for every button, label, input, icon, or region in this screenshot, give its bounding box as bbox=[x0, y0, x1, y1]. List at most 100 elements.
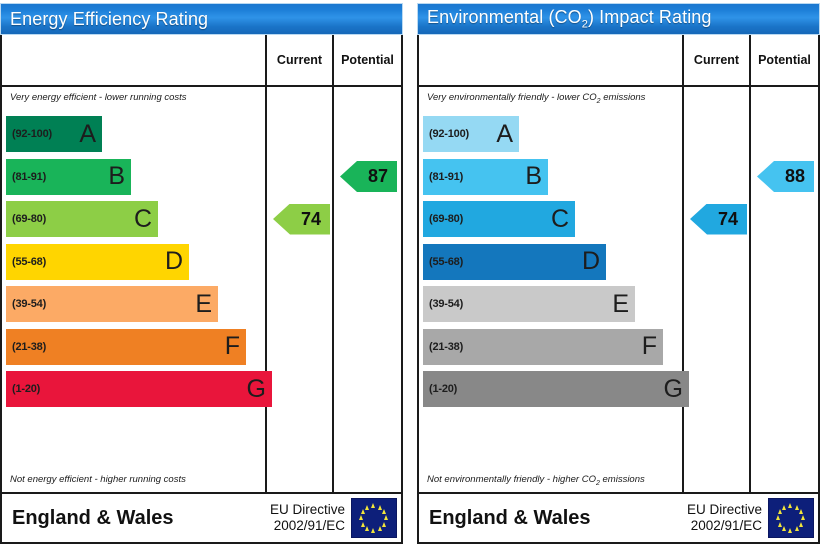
environmental-top-note-pre: Very environmentally friendly - lower CO bbox=[427, 92, 597, 103]
energy-current-rating-arrow: 74 bbox=[273, 203, 330, 235]
band-letter-f: F bbox=[224, 332, 240, 360]
energy-chart-title: Energy Efficiency Rating bbox=[10, 8, 209, 29]
environmental-bottom-note-post: emissions bbox=[599, 474, 645, 485]
energy-directive-line1: EU Directive bbox=[269, 502, 345, 518]
band-c: (69-80) C bbox=[6, 201, 158, 237]
band-letter-a: A bbox=[496, 119, 513, 148]
eu-star-icon bbox=[382, 509, 387, 515]
environmental-chart-body-row: Very environmentally friendly - lower CO… bbox=[419, 87, 818, 492]
environmental-bottom-note-pre: Not environmentally friendly - higher CO bbox=[427, 474, 596, 485]
environmental-current-column: 74 bbox=[684, 87, 751, 492]
eu-star-icon bbox=[360, 521, 365, 527]
eu-star-icon bbox=[794, 504, 799, 510]
band-d: (55-68) D bbox=[423, 243, 606, 280]
eu-star-icon bbox=[382, 521, 387, 527]
energy-chart-body-row: Very energy efficient - lower running co… bbox=[2, 87, 401, 492]
eu-star-icon bbox=[360, 509, 365, 515]
energy-potential-column: 87 bbox=[334, 87, 401, 492]
environmental-top-note-post: emissions bbox=[600, 92, 646, 103]
band-c: (69-80) C bbox=[423, 201, 575, 237]
eu-star-icon bbox=[371, 527, 376, 533]
band-f: (21-38) F bbox=[6, 328, 246, 365]
eu-star-icon bbox=[782, 504, 787, 510]
band-letter-d: D bbox=[164, 247, 183, 275]
energy-efficiency-chart: Energy Efficiency Rating Current Potenti… bbox=[0, 3, 403, 546]
band-letter-b: B bbox=[108, 162, 125, 190]
environmental-bottom-note: Not environmentally friendly - higher CO… bbox=[419, 471, 682, 492]
band-letter-c: C bbox=[133, 204, 152, 233]
environmental-chart-title: Environmental (CO2) Impact Rating bbox=[427, 7, 712, 31]
eu-star-icon bbox=[377, 504, 382, 510]
band-range-c: (69-80) bbox=[12, 213, 47, 225]
environmental-current-column-header: Current bbox=[684, 35, 751, 85]
energy-current-column: 74 bbox=[267, 87, 334, 492]
band-letter-d: D bbox=[581, 247, 600, 275]
band-e: (39-54) E bbox=[423, 286, 635, 322]
energy-footer-region: England & Wales bbox=[12, 506, 174, 529]
band-a: (92-100) A bbox=[423, 116, 519, 152]
energy-bands-column: Very energy efficient - lower running co… bbox=[2, 87, 272, 492]
environmental-potential-rating-arrow: 88 bbox=[757, 161, 814, 192]
environmental-title-sub: 2 bbox=[581, 18, 588, 31]
energy-directive-line2: 2002/91/EC bbox=[273, 518, 345, 533]
environmental-chart-footer: England & Wales EU Directive 2002/91/EC bbox=[417, 494, 820, 544]
eu-star-icon bbox=[788, 527, 793, 533]
energy-footer-directive-group: EU Directive 2002/91/EC bbox=[270, 498, 401, 538]
eu-flag-icon bbox=[768, 498, 814, 538]
environmental-top-note-sub: 2 bbox=[596, 97, 601, 105]
environmental-chart-title-bar: Environmental (CO2) Impact Rating bbox=[417, 3, 820, 35]
environmental-header-blank-cell bbox=[419, 35, 684, 85]
energy-potential-rating-arrow: 87 bbox=[340, 161, 397, 192]
environmental-band-bars: (92-100) A (81-91) B (69-80) C (55-68) D (39-54)… bbox=[419, 108, 689, 471]
band-g: (1-20) G bbox=[6, 371, 272, 407]
band-range-c: (69-80) bbox=[429, 213, 464, 225]
energy-chart-table: Current Potential Very energy efficient … bbox=[0, 35, 403, 494]
band-letter-f: F bbox=[641, 332, 657, 360]
eu-star-icon bbox=[365, 526, 370, 532]
eu-star-icon bbox=[777, 509, 782, 515]
energy-bottom-note: Not energy efficient - higher running co… bbox=[10, 474, 186, 485]
environmental-footer-directive: EU Directive 2002/91/EC bbox=[687, 502, 762, 533]
band-range-f: (21-38) bbox=[429, 340, 464, 353]
environmental-impact-chart: Environmental (CO2) Impact Rating Curren… bbox=[417, 3, 820, 546]
environmental-directive-line1: EU Directive bbox=[686, 502, 762, 518]
band-letter-g: G bbox=[663, 374, 683, 403]
environmental-title-post: ) Impact Rating bbox=[587, 7, 712, 28]
energy-band-bars: (92-100) A (81-91) B (69-80) C (55-68) D (39-54)… bbox=[2, 108, 272, 471]
eu-star-icon bbox=[782, 526, 787, 532]
band-letter-b: B bbox=[525, 162, 542, 190]
band-b: (81-91) B bbox=[423, 158, 548, 195]
environmental-bottom-note-sub: 2 bbox=[595, 479, 600, 487]
environmental-top-note: Very environmentally friendly - lower CO… bbox=[419, 87, 682, 108]
environmental-footer-directive-group: EU Directive 2002/91/EC bbox=[687, 498, 818, 538]
environmental-chart-header-row: Current Potential bbox=[419, 35, 818, 87]
eu-star-icon bbox=[799, 521, 804, 527]
band-range-d: (55-68) bbox=[429, 255, 464, 268]
eu-flag-icon bbox=[351, 498, 397, 538]
band-range-g: (1-20) bbox=[429, 383, 458, 395]
energy-chart-footer: England & Wales EU Directive 2002/91/EC bbox=[0, 494, 403, 544]
eu-star-icon bbox=[383, 515, 388, 521]
band-d: (55-68) D bbox=[6, 243, 189, 280]
environmental-potential-column-header: Potential bbox=[758, 53, 811, 67]
band-a: (92-100) A bbox=[6, 116, 102, 152]
energy-header-blank-cell bbox=[2, 35, 267, 85]
environmental-current-rating-arrow: 74 bbox=[690, 203, 747, 235]
band-b: (81-91) B bbox=[6, 158, 131, 195]
energy-chart-title-bar: Energy Efficiency Rating bbox=[0, 3, 403, 35]
band-range-f: (21-38) bbox=[12, 340, 47, 353]
band-range-b: (81-91) bbox=[12, 170, 47, 183]
band-range-a: (92-100) bbox=[429, 128, 469, 140]
energy-current-column-header: Current bbox=[267, 35, 334, 85]
eu-star-icon bbox=[358, 515, 363, 521]
eu-star-icon bbox=[788, 502, 793, 508]
environmental-bands-column: Very environmentally friendly - lower CO… bbox=[419, 87, 689, 492]
band-letter-e: E bbox=[612, 289, 629, 318]
eu-star-icon bbox=[371, 502, 376, 508]
eu-star-icon bbox=[775, 515, 780, 521]
band-g: (1-20) G bbox=[423, 371, 689, 407]
band-letter-a: A bbox=[79, 119, 96, 148]
environmental-directive-line2: 2002/91/EC bbox=[690, 518, 762, 533]
eu-star-icon bbox=[799, 509, 804, 515]
environmental-potential-column: 88 bbox=[751, 87, 818, 492]
